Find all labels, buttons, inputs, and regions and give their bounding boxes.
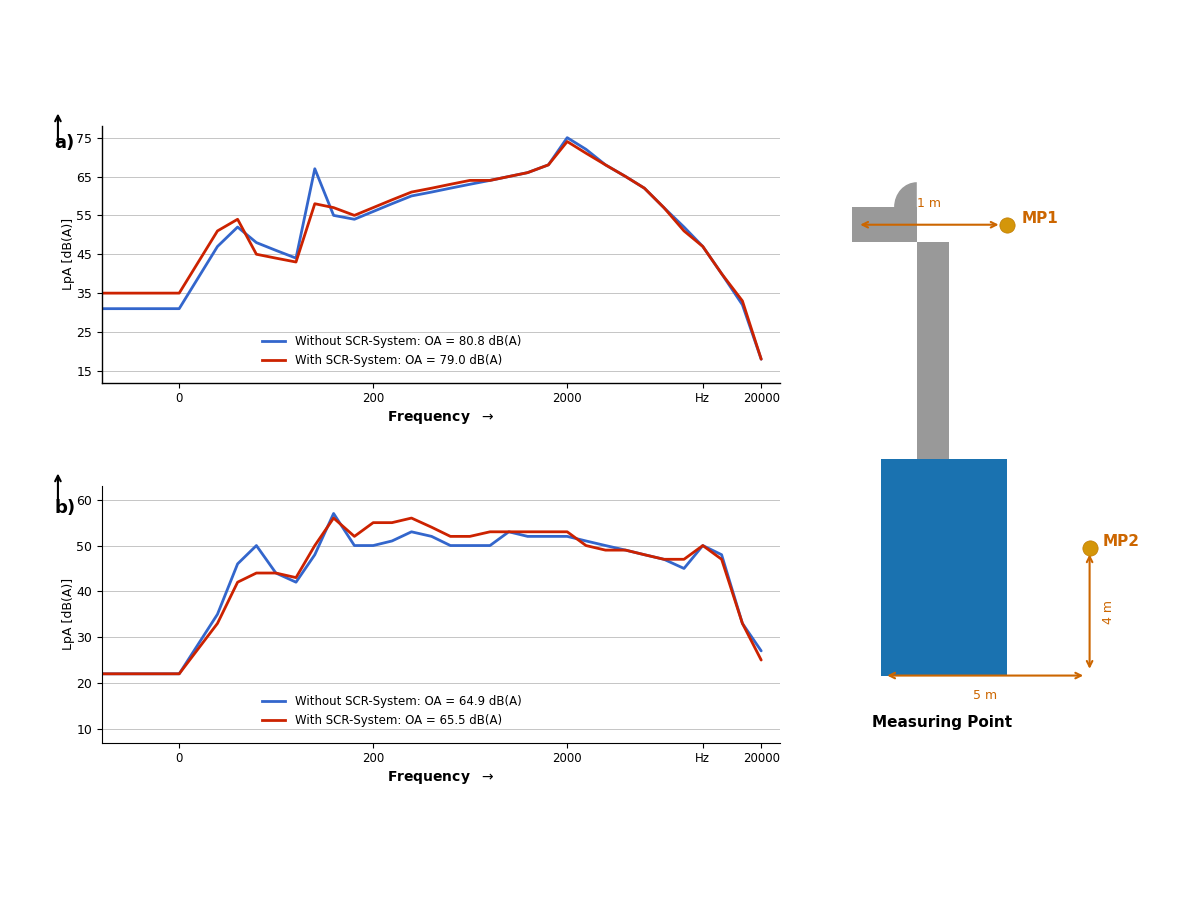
Text: MP2: MP2 xyxy=(1103,535,1139,549)
Bar xyxy=(881,459,1007,676)
Text: Measuring Point: Measuring Point xyxy=(872,715,1012,730)
X-axis label: Frequency  $\rightarrow$: Frequency $\rightarrow$ xyxy=(388,770,494,787)
X-axis label: Frequency  $\rightarrow$: Frequency $\rightarrow$ xyxy=(388,410,494,427)
Y-axis label: LpA [dB(A)]: LpA [dB(A)] xyxy=(62,218,74,291)
Wedge shape xyxy=(894,182,917,207)
Bar xyxy=(894,207,917,242)
Text: MP1: MP1 xyxy=(1021,212,1058,226)
Bar xyxy=(917,242,949,459)
Y-axis label: LpA [dB(A)]: LpA [dB(A)] xyxy=(62,578,74,651)
Legend: Without SCR-System: OA = 64.9 dB(A), With SCR-System: OA = 65.5 dB(A): Without SCR-System: OA = 64.9 dB(A), Wit… xyxy=(257,690,527,732)
Text: 4 m: 4 m xyxy=(1103,599,1115,624)
Text: b): b) xyxy=(54,499,76,517)
Bar xyxy=(852,207,917,242)
Legend: Without SCR-System: OA = 80.8 dB(A), With SCR-System: OA = 79.0 dB(A): Without SCR-System: OA = 80.8 dB(A), Wit… xyxy=(257,330,526,372)
Text: 1 m: 1 m xyxy=(918,197,942,210)
Text: 5 m: 5 m xyxy=(973,689,997,702)
Text: a): a) xyxy=(54,134,74,152)
